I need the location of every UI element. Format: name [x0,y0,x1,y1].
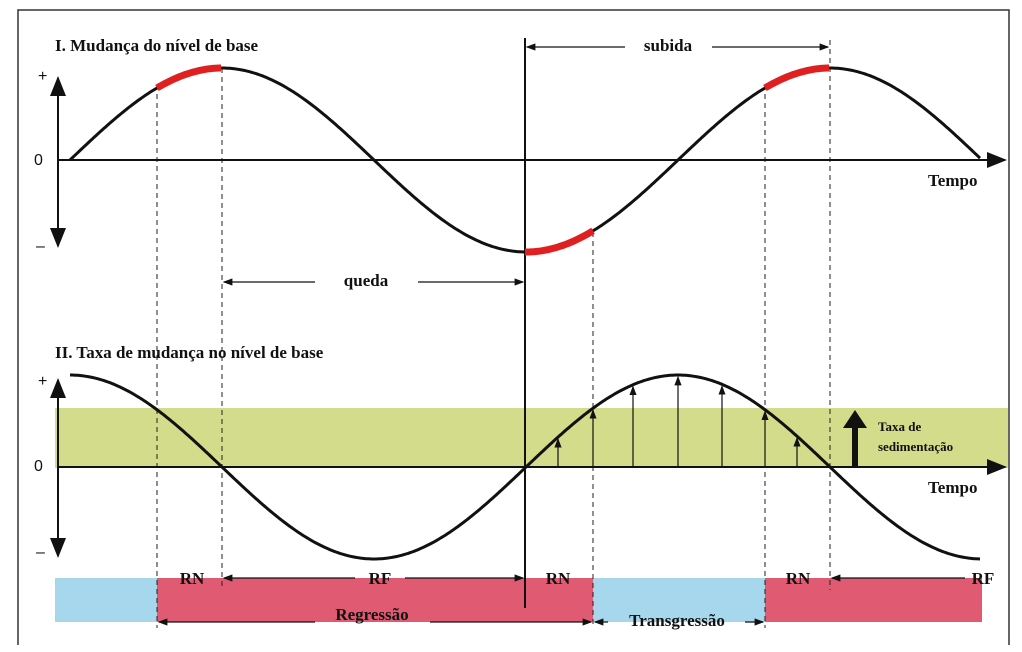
bar-label: RN [786,569,811,588]
bar-label: RN [180,569,205,588]
bar-label: RF [369,569,392,588]
bar-label: RN [546,569,571,588]
annotation: Taxa de [878,419,921,434]
curve [70,373,981,561]
highlight [525,227,595,256]
bar [157,578,593,622]
frame [17,9,1010,645]
curves [68,64,982,561]
bar [765,578,982,622]
rate-arrow-head [843,410,867,428]
x-label: Tempo [928,171,977,190]
highlight [763,64,829,92]
interval-arrows [157,43,965,626]
x-label: Tempo [928,478,977,497]
guides [156,38,831,628]
bar-label: RF [972,569,995,588]
highlight [155,64,221,92]
panel-title: I. Mudança do nível de base [55,36,259,55]
axis-label: – [36,544,45,561]
bar [593,578,765,622]
bar-label: Regressão [335,605,408,624]
axes [50,76,1007,558]
bar [55,578,157,622]
axis-label: + [38,373,47,390]
axis-label: – [36,238,45,255]
axis-label: 0 [34,152,43,169]
annotation: sedimentação [878,439,953,454]
panel-title: II. Taxa de mudança no nível de base [55,343,324,362]
bar-label: Transgressão [629,611,725,630]
axis-label: 0 [34,458,43,475]
annotation: subida [644,36,693,55]
sedimentation-band [55,408,1008,468]
axis-label: + [38,68,47,85]
annotation: queda [344,271,389,290]
